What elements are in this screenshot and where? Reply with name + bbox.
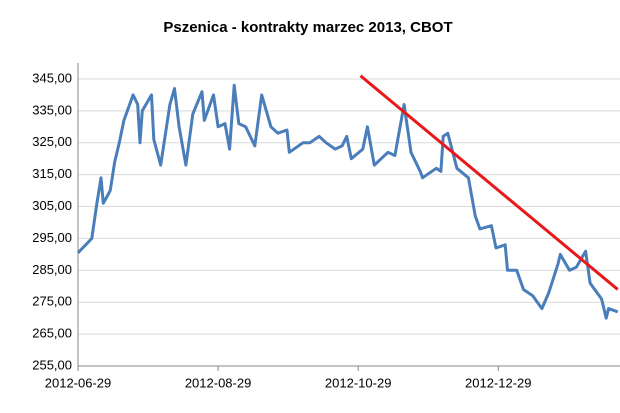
chart-title: Pszenica - kontrakty marzec 2013, CBOT — [163, 19, 452, 36]
y-tick-label: 265,00 — [32, 326, 72, 341]
x-tick-label: 2012-08-29 — [185, 375, 252, 390]
y-tick-label: 335,00 — [32, 102, 72, 117]
price-line — [76, 83, 619, 320]
y-tick-label: 295,00 — [32, 230, 72, 245]
y-tick-label: 275,00 — [32, 294, 72, 309]
y-tick-label: 345,00 — [32, 70, 72, 85]
x-tick-label: 2012-06-29 — [45, 375, 112, 390]
trend-line — [359, 74, 619, 291]
y-tick-label: 305,00 — [32, 198, 72, 213]
x-tick-label: 2012-12-29 — [465, 375, 532, 390]
y-tick-label: 285,00 — [32, 262, 72, 277]
y-tick-label: 325,00 — [32, 134, 72, 149]
y-tick-label: 315,00 — [32, 166, 72, 181]
y-tick-label: 255,00 — [32, 357, 72, 372]
x-tick-label: 2012-10-29 — [325, 375, 392, 390]
